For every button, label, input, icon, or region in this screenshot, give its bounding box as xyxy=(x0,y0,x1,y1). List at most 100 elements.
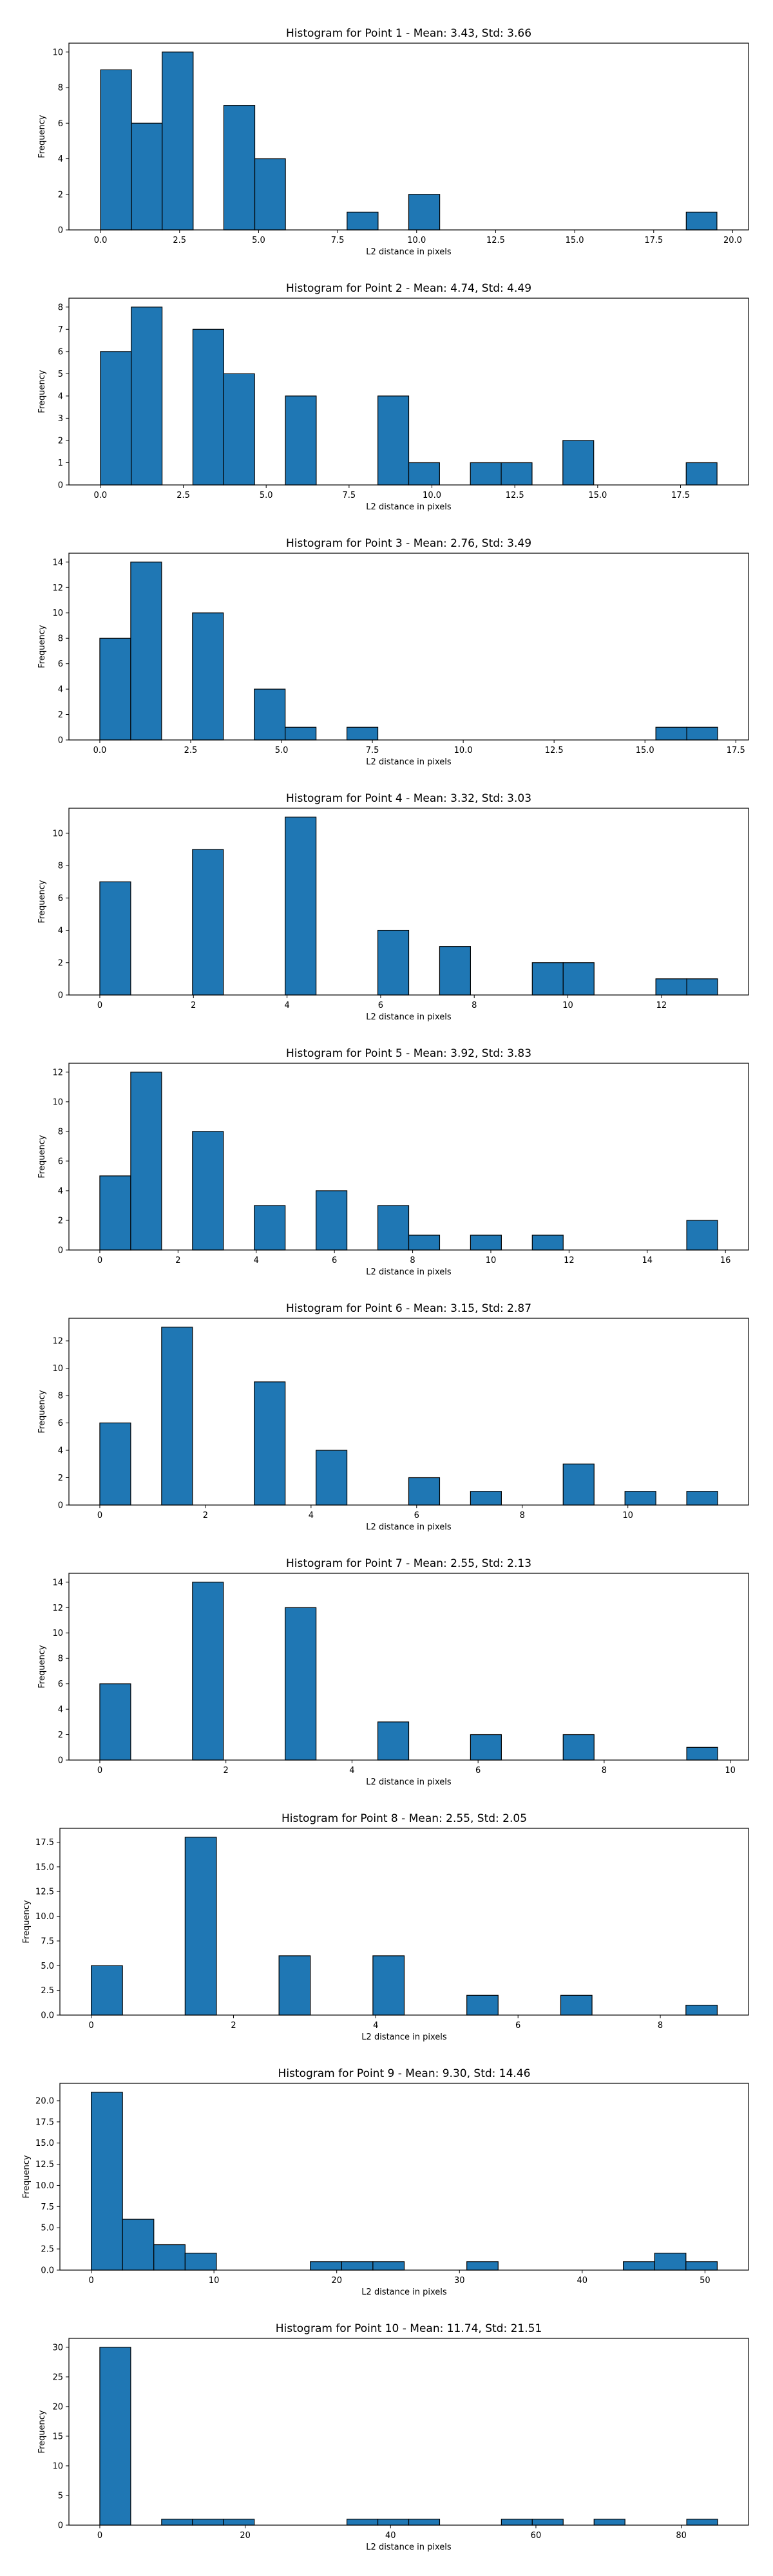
x-tick-label: 2.5 xyxy=(184,746,198,755)
x-tick-label: 0 xyxy=(97,2531,102,2541)
chart-title: Histogram for Point 6 - Mean: 3.15, Std:… xyxy=(286,1302,531,1315)
y-tick-label: 2 xyxy=(58,958,63,968)
y-tick-label: 25 xyxy=(52,2372,63,2382)
histogram-svg: Histogram for Point 6 - Mean: 3.15, Std:… xyxy=(37,1302,749,1532)
histogram-bar xyxy=(466,1994,499,2016)
histogram-bar xyxy=(593,2519,625,2526)
histogram-bar xyxy=(372,1955,405,2016)
histogram-bar xyxy=(316,1450,348,1506)
y-tick-label: 14 xyxy=(52,558,63,567)
y-tick-label: 15.0 xyxy=(35,1862,54,1872)
x-axis-label: L2 distance in pixels xyxy=(366,247,452,257)
chart-title: Histogram for Point 5 - Mean: 3.92, Std:… xyxy=(286,1047,531,1060)
y-axis-label: Frequency xyxy=(37,115,47,158)
x-tick-label: 2.5 xyxy=(177,491,190,500)
x-axis-label: L2 distance in pixels xyxy=(366,2543,452,2552)
y-tick-label: 4 xyxy=(58,685,63,695)
y-tick-label: 8 xyxy=(58,634,63,644)
histogram-svg: Histogram for Point 9 - Mean: 9.30, Std:… xyxy=(22,2067,749,2297)
histogram-bar xyxy=(686,1491,718,1506)
x-axis-label: L2 distance in pixels xyxy=(366,1012,452,1022)
x-tick-label: 10.0 xyxy=(423,491,441,500)
axes-frame xyxy=(68,298,749,486)
x-axis-label: L2 distance in pixels xyxy=(361,2287,447,2297)
x-tick-label: 40 xyxy=(385,2531,396,2541)
x-tick-label: 8 xyxy=(472,1001,477,1010)
y-tick-label: 2.5 xyxy=(41,2245,54,2255)
histogram-bar xyxy=(100,69,132,231)
histogram-bar xyxy=(377,1205,410,1251)
x-tick-label: 40 xyxy=(577,2276,588,2286)
y-tick-label: 20 xyxy=(52,2402,63,2412)
histogram-bar xyxy=(655,726,687,741)
histogram-bar xyxy=(562,440,595,486)
y-tick-label: 0 xyxy=(58,481,63,491)
y-tick-label: 4 xyxy=(58,1446,63,1456)
y-tick-label: 12 xyxy=(52,1068,63,1077)
histogram-bar xyxy=(192,1582,224,1761)
x-tick-label: 7.5 xyxy=(366,746,379,755)
x-tick-label: 2 xyxy=(191,1001,196,1010)
y-tick-label: 7.5 xyxy=(41,1937,54,1946)
x-tick-label: 4 xyxy=(254,1256,259,1265)
histogram-bar xyxy=(131,122,163,231)
x-tick-label: 6 xyxy=(515,2021,520,2031)
y-tick-label: 0 xyxy=(58,2521,63,2531)
x-tick-label: 4 xyxy=(284,1001,289,1010)
y-tick-label: 7.5 xyxy=(41,2202,54,2212)
x-tick-label: 12.5 xyxy=(545,746,564,755)
histogram-bar xyxy=(162,52,194,231)
histogram-bar xyxy=(466,2261,499,2271)
histogram-bar xyxy=(99,638,131,741)
y-tick-label: 5.0 xyxy=(41,2224,54,2233)
x-tick-label: 6 xyxy=(378,1001,383,1010)
y-axis-label: Frequency xyxy=(37,2410,47,2453)
histogram-bar xyxy=(685,2261,718,2271)
histogram-bar xyxy=(99,1175,131,1251)
x-tick-label: 10.0 xyxy=(407,236,426,245)
y-tick-label: 12 xyxy=(52,1604,63,1613)
y-tick-label: 15.0 xyxy=(35,2139,54,2148)
histogram-bar xyxy=(439,946,472,996)
y-tick-label: 2 xyxy=(58,1216,63,1226)
x-tick-label: 0 xyxy=(97,1256,102,1265)
histogram-bar xyxy=(685,462,718,486)
y-axis-label: Frequency xyxy=(37,880,47,923)
x-axis-label: L2 distance in pixels xyxy=(366,1522,452,1532)
x-tick-label: 8 xyxy=(520,1511,525,1520)
y-tick-label: 10 xyxy=(52,1629,63,1638)
histogram-bar xyxy=(531,2519,564,2526)
x-tick-label: 2 xyxy=(203,1511,208,1520)
histogram-bar xyxy=(377,929,410,996)
histogram-bar xyxy=(131,307,163,486)
x-tick-label: 7.5 xyxy=(343,491,356,500)
chart-title: Histogram for Point 7 - Mean: 2.55, Std:… xyxy=(286,1557,531,1570)
histogram-bars xyxy=(90,2092,718,2271)
x-tick-label: 15.0 xyxy=(636,746,654,755)
y-tick-label: 12.5 xyxy=(35,2160,54,2170)
histogram-bar xyxy=(223,105,256,231)
x-tick-label: 10.0 xyxy=(454,746,473,755)
x-tick-label: 17.5 xyxy=(727,746,745,755)
histogram-bars xyxy=(99,562,718,741)
histogram-panel-8: Histogram for Point 8 - Mean: 2.55, Std:… xyxy=(0,1792,773,2047)
histogram-bar xyxy=(100,351,132,486)
y-tick-label: 10.0 xyxy=(35,1912,54,1922)
histogram-bar xyxy=(686,1220,718,1251)
x-tick-label: 8 xyxy=(658,2021,663,2031)
x-tick-label: 20 xyxy=(331,2276,342,2286)
histogram-svg: Histogram for Point 7 - Mean: 2.55, Std:… xyxy=(37,1557,749,1787)
x-tick-label: 4 xyxy=(373,2021,378,2031)
y-tick-label: 0 xyxy=(58,736,63,746)
y-tick-label: 15 xyxy=(52,2432,63,2441)
y-tick-label: 0.0 xyxy=(41,2011,54,2021)
x-tick-label: 0 xyxy=(88,2276,93,2286)
histogram-bar xyxy=(562,962,595,996)
y-tick-label: 2 xyxy=(58,1730,63,1740)
histogram-bar xyxy=(99,1422,131,1506)
y-tick-label: 8 xyxy=(58,1654,63,1664)
x-tick-label: 10 xyxy=(486,1256,497,1265)
histogram-bar xyxy=(346,726,379,741)
y-axis-label: Frequency xyxy=(37,1135,47,1178)
x-tick-label: 0 xyxy=(97,1001,102,1010)
